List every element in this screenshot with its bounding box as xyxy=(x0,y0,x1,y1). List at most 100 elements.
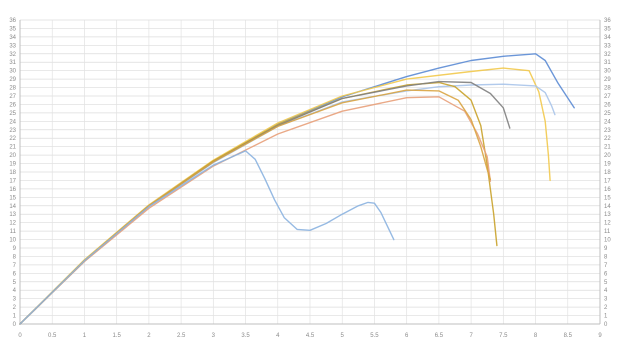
y-tick-label-left: 5 xyxy=(13,280,17,286)
y-tick-label-left: 12 xyxy=(9,221,16,227)
y-tick-label-right: 23 xyxy=(604,128,611,134)
y-tick-label-right: 32 xyxy=(604,52,611,58)
y-tick-label-left: 8 xyxy=(13,254,17,260)
y-tick-label-right: 26 xyxy=(604,102,611,108)
y-tick-label-right: 1 xyxy=(604,314,608,320)
y-tick-label-left: 26 xyxy=(9,102,16,108)
y-tick-label-right: 27 xyxy=(604,94,611,100)
y-tick-label-left: 22 xyxy=(9,136,16,142)
x-tick-label: 0.5 xyxy=(48,333,57,339)
y-tick-label-left: 3 xyxy=(13,297,17,303)
y-tick-label-right: 9 xyxy=(604,246,608,252)
y-tick-label-right: 11 xyxy=(604,229,611,235)
y-tick-label-left: 0 xyxy=(13,322,17,328)
y-tick-label-left: 9 xyxy=(13,246,17,252)
y-tick-label-right: 8 xyxy=(604,254,608,260)
y-tick-label-left: 13 xyxy=(9,212,16,218)
x-tick-label: 3 xyxy=(212,333,216,339)
y-tick-label-left: 2 xyxy=(13,305,17,311)
y-tick-label-left: 17 xyxy=(9,178,16,184)
y-tick-label-left: 25 xyxy=(9,111,16,117)
y-tick-label-right: 5 xyxy=(604,280,608,286)
x-tick-label: 2.5 xyxy=(177,333,186,339)
y-tick-label-left: 4 xyxy=(13,288,17,294)
y-tick-label-left: 15 xyxy=(9,195,16,201)
y-tick-label-right: 20 xyxy=(604,153,611,159)
y-tick-label-right: 18 xyxy=(604,170,611,176)
x-tick-label: 2 xyxy=(147,333,151,339)
y-tick-label-right: 10 xyxy=(604,238,611,244)
y-tick-label-right: 3 xyxy=(604,297,608,303)
y-tick-label-right: 31 xyxy=(604,60,611,66)
y-tick-label-right: 34 xyxy=(604,35,611,41)
y-tick-label-left: 32 xyxy=(9,52,16,58)
x-tick-label: 5 xyxy=(341,333,345,339)
x-tick-label: 1.5 xyxy=(112,333,121,339)
y-tick-label-right: 33 xyxy=(604,43,611,49)
y-tick-label-left: 21 xyxy=(9,145,16,151)
y-tick-label-left: 35 xyxy=(9,26,16,32)
x-tick-label: 5.5 xyxy=(370,333,379,339)
y-tick-label-right: 28 xyxy=(604,86,611,92)
y-tick-label-left: 6 xyxy=(13,271,17,277)
y-tick-label-right: 29 xyxy=(604,77,611,83)
x-tick-label: 8.5 xyxy=(564,333,573,339)
tick-labels: 0 0.5 1 1.5 2 2.5 3 3.5 4 4.5 5 5.5 6 6.5 7 7.5 8 8.5 9012… xyxy=(9,18,611,339)
y-tick-label-right: 30 xyxy=(604,69,611,75)
y-tick-label-right: 24 xyxy=(604,119,611,125)
x-tick-label: 3.5 xyxy=(241,333,250,339)
y-tick-label-right: 36 xyxy=(604,18,611,24)
x-tick-label: 1 xyxy=(83,333,87,339)
y-tick-label-right: 2 xyxy=(604,305,608,311)
y-tick-label-left: 14 xyxy=(9,204,16,210)
y-tick-label-right: 17 xyxy=(604,178,611,184)
y-tick-label-left: 18 xyxy=(9,170,16,176)
series-line-8 xyxy=(19,150,395,325)
y-tick-label-left: 16 xyxy=(9,187,16,193)
x-tick-label: 7.5 xyxy=(499,333,508,339)
y-tick-label-left: 23 xyxy=(9,128,16,134)
y-tick-label-left: 1 xyxy=(13,314,17,320)
y-tick-label-left: 28 xyxy=(9,86,16,92)
y-tick-label-right: 21 xyxy=(604,145,611,151)
y-tick-label-right: 14 xyxy=(604,204,611,210)
x-tick-label: 6 xyxy=(405,333,409,339)
y-tick-label-left: 34 xyxy=(9,35,16,41)
series-lines xyxy=(19,53,575,325)
y-tick-label-left: 11 xyxy=(10,229,17,235)
x-tick-label: 7 xyxy=(469,333,473,339)
y-tick-label-left: 30 xyxy=(9,69,16,75)
x-tick-label: 4.5 xyxy=(306,333,315,339)
y-tick-label-right: 4 xyxy=(604,288,608,294)
y-tick-label-left: 31 xyxy=(9,60,16,66)
y-tick-label-right: 22 xyxy=(604,136,611,142)
y-tick-label-left: 7 xyxy=(13,263,17,269)
x-tick-label: 9 xyxy=(598,333,602,339)
series-line-2 xyxy=(19,67,551,325)
x-tick-label: 4 xyxy=(276,333,280,339)
y-tick-label-left: 33 xyxy=(9,43,16,49)
axes xyxy=(19,20,601,325)
y-tick-label-right: 7 xyxy=(604,263,608,269)
x-tick-label: 8 xyxy=(534,333,538,339)
y-tick-label-right: 13 xyxy=(604,212,611,218)
y-tick-label-left: 29 xyxy=(9,77,16,83)
y-tick-label-left: 20 xyxy=(9,153,16,159)
y-tick-label-right: 6 xyxy=(604,271,608,277)
x-tick-label: 0 xyxy=(18,333,22,339)
y-tick-label-left: 27 xyxy=(9,94,16,100)
y-tick-label-right: 25 xyxy=(604,111,611,117)
y-tick-label-left: 36 xyxy=(9,18,16,24)
series-line-6 xyxy=(19,96,492,325)
y-tick-label-right: 15 xyxy=(604,195,611,201)
x-tick-label: 6.5 xyxy=(435,333,444,339)
y-tick-label-left: 19 xyxy=(9,162,16,168)
y-tick-label-right: 12 xyxy=(604,221,611,227)
y-tick-label-left: 24 xyxy=(9,119,16,125)
y-tick-label-right: 16 xyxy=(604,187,611,193)
y-tick-label-left: 10 xyxy=(9,238,16,244)
y-tick-label-right: 35 xyxy=(604,26,611,32)
